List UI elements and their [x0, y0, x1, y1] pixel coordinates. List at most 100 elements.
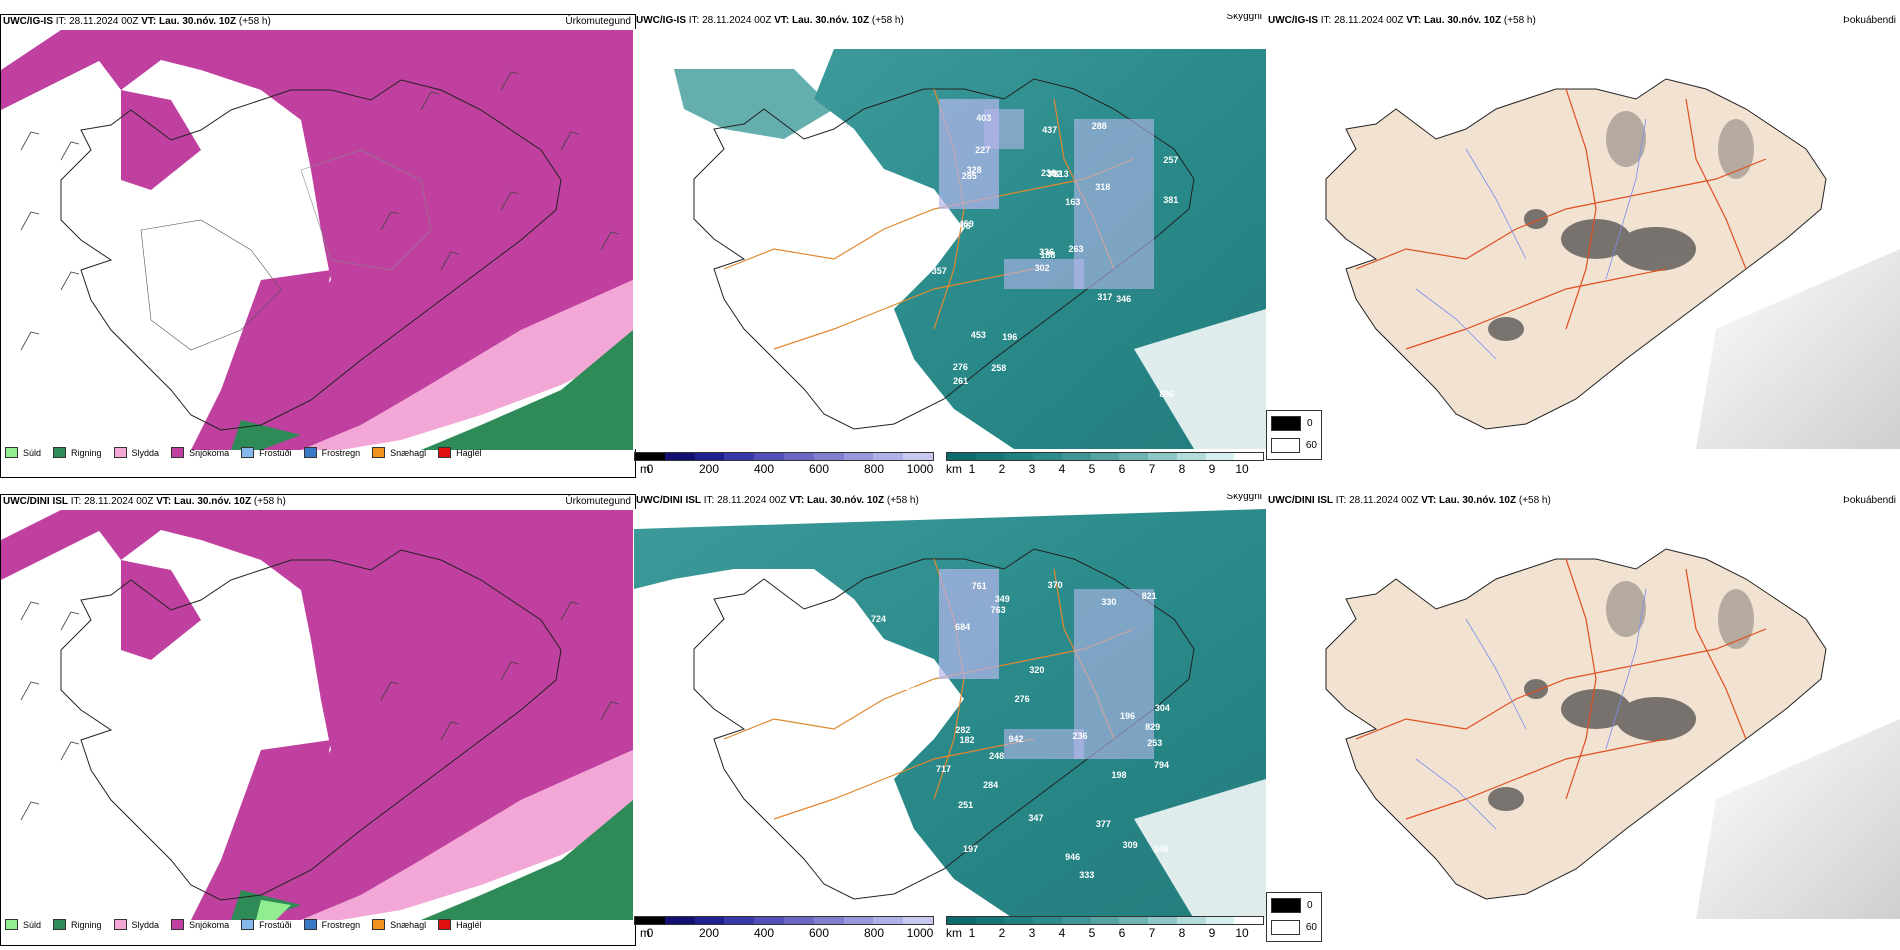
tick-label: 10: [1235, 462, 1249, 476]
elevation-colorbar-scale: [634, 452, 934, 461]
legend-swatch: [171, 447, 185, 458]
model-name: UWC/IG-IS: [1268, 15, 1318, 26]
legend-item-frostregn: Frostregn: [303, 919, 360, 930]
legend-item-frostudi: Frostúði: [241, 447, 292, 458]
visibility-colorbar: km 1 2 3 4 5 6 7 8 9 10: [946, 452, 1264, 476]
legend-swatch: [303, 919, 317, 930]
legend-swatch: [53, 447, 67, 458]
panel-header: UWC/DINI ISL IT: 28.11.2024 00Z VT: Lau.…: [1268, 495, 1896, 506]
model-name: UWC/DINI ISL: [3, 496, 68, 507]
model-name: UWC/IG-IS: [636, 15, 686, 26]
panel-header: UWC/IG-IS IT: 28.11.2024 00Z VT: Lau. 30…: [634, 14, 1266, 28]
tick-label: 6: [1118, 462, 1126, 476]
panel-header: UWC/DINI ISL IT: 28.11.2024 00Z VT: Lau.…: [634, 494, 1266, 508]
legend-swatch: [303, 447, 317, 458]
legend-swatch: [241, 447, 255, 458]
tick-label: 1: [968, 926, 976, 940]
lead-time: (+58 h): [238, 16, 271, 27]
legend-item-frostudi: Frostúði: [241, 919, 292, 930]
tick-label: 4: [1058, 926, 1066, 940]
init-time: 28.11.2024 00Z: [69, 16, 139, 27]
tick-label: 0: [646, 462, 654, 476]
tick-label: 800: [863, 462, 885, 476]
panel-header: UWC/IG-IS IT: 28.11.2024 00Z VT: Lau. 30…: [3, 16, 631, 27]
model-name: UWC/DINI ISL: [636, 495, 701, 506]
precip-type-map: [1, 510, 633, 920]
init-time: 28.11.2024 00Z: [84, 496, 154, 507]
tick-label: 3: [1028, 462, 1036, 476]
legend-item-rigning: Rigning: [53, 919, 102, 930]
lead-time: (+58 h): [1518, 495, 1551, 506]
tick-label: 1000: [906, 462, 934, 476]
legend-swatch: [241, 919, 255, 930]
tick-label: 2: [998, 462, 1006, 476]
tick-label: 800: [863, 926, 885, 940]
tick-label: 5: [1088, 462, 1096, 476]
legend-swatch: [372, 447, 386, 458]
legend-item-sudl: Súld: [5, 447, 41, 458]
panel-title: Þokuábendi: [1843, 15, 1896, 26]
elevation-colorbar: m 0 200 400 600 800 1000: [634, 916, 934, 940]
panel-title: Skyggni: [1226, 494, 1262, 502]
panel-header: UWC/IG-IS IT: 28.11.2024 00Z VT: Lau. 30…: [1268, 15, 1896, 26]
tick-label: 4: [1058, 462, 1066, 476]
tick-label: 6: [1118, 926, 1126, 940]
legend-item-snaehagl: Snæhagl: [372, 447, 426, 458]
valid-time: Lau. 30.nóv. 10Z: [1424, 15, 1502, 26]
legend-item-snjokoma: Snjókoma: [171, 447, 229, 458]
tick-label: 1: [968, 462, 976, 476]
precip-type-legend: Súld Rigning Slydda Snjókoma Frostúði Fr…: [5, 919, 494, 930]
panel-title: Úrkomutegund: [565, 16, 631, 27]
tick-label: 10: [1235, 926, 1249, 940]
legend-swatch: [372, 919, 386, 930]
legend-swatch: [1271, 437, 1300, 453]
valid-time: Lau. 30.nóv. 10Z: [174, 496, 252, 507]
tick-label: 3: [1028, 926, 1036, 940]
visibility-colorbar-scale: [946, 452, 1264, 461]
fog-index-panel-top: UWC/IG-IS IT: 28.11.2024 00Z VT: Lau. 30…: [1266, 14, 1900, 476]
legend-item-haglel: Haglél: [438, 447, 482, 458]
legend-swatch: [438, 447, 452, 458]
elevation-unit: m: [640, 926, 650, 940]
tick-label: 7: [1148, 462, 1156, 476]
legend-item-sudl: Súld: [5, 919, 41, 930]
tick-label: 9: [1208, 926, 1216, 940]
lead-time: (+58 h): [253, 496, 286, 507]
visibility-colorbar-scale: [946, 916, 1264, 925]
init-time: 28.11.2024 00Z: [1334, 15, 1404, 26]
valid-time: Lau. 30.nóv. 10Z: [159, 16, 237, 27]
legend-item-slydda: Slydda: [113, 919, 159, 930]
tick-label: 0: [646, 926, 654, 940]
model-name: UWC/DINI ISL: [1268, 495, 1333, 506]
fog-legend-top: 0 60: [1266, 410, 1322, 460]
legend-swatch: [53, 919, 67, 930]
tick-label: 600: [808, 926, 830, 940]
tick-label: 5: [1088, 926, 1096, 940]
init-time: 28.11.2024 00Z: [702, 15, 772, 26]
elevation-unit: m: [640, 462, 650, 476]
visibility-panel-top: UWC/IG-IS IT: 28.11.2024 00Z VT: Lau. 30…: [634, 14, 1266, 476]
precip-type-map: [1, 30, 633, 450]
tick-label: 8: [1178, 926, 1186, 940]
legend-item-rigning: Rigning: [53, 447, 102, 458]
legend-item-frostregn: Frostregn: [303, 447, 360, 458]
tick-label: 9: [1208, 462, 1216, 476]
tick-label: 8: [1178, 462, 1186, 476]
lead-time: (+58 h): [1503, 15, 1536, 26]
legend-swatch: [1271, 919, 1300, 935]
panel-header: UWC/DINI ISL IT: 28.11.2024 00Z VT: Lau.…: [3, 496, 631, 507]
visibility-unit: km: [946, 926, 962, 940]
visibility-panel-bottom: UWC/DINI ISL IT: 28.11.2024 00Z VT: Lau.…: [634, 494, 1266, 944]
visibility-map: [634, 29, 1266, 449]
legend-item-snjokoma: Snjókoma: [171, 919, 229, 930]
legend-swatch: [1271, 415, 1301, 431]
elevation-colorbar-scale: [634, 916, 934, 925]
legend-swatch: [5, 447, 18, 458]
lead-time: (+58 h): [871, 15, 904, 26]
valid-time: Lau. 30.nóv. 10Z: [807, 495, 885, 506]
panel-title: Skyggni: [1226, 14, 1262, 22]
legend-item-haglel: Haglél: [438, 919, 482, 930]
visibility-colorbar: km 1 2 3 4 5 6 7 8 9 10: [946, 916, 1264, 940]
tick-label: 200: [698, 462, 720, 476]
visibility-unit: km: [946, 462, 962, 476]
